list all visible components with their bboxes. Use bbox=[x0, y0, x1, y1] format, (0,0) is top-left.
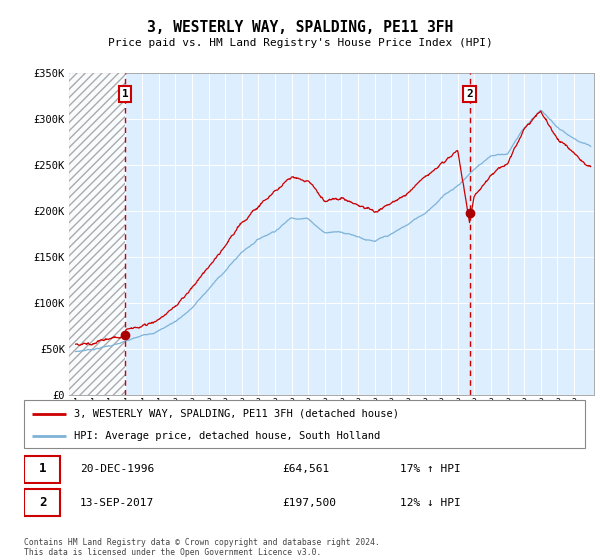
Text: Price paid vs. HM Land Registry's House Price Index (HPI): Price paid vs. HM Land Registry's House … bbox=[107, 38, 493, 48]
Text: 2: 2 bbox=[39, 496, 46, 509]
Bar bbox=[69, 73, 125, 395]
Text: 3, WESTERLY WAY, SPALDING, PE11 3FH: 3, WESTERLY WAY, SPALDING, PE11 3FH bbox=[147, 20, 453, 35]
Text: 1: 1 bbox=[122, 88, 128, 99]
Text: 13-SEP-2017: 13-SEP-2017 bbox=[80, 498, 154, 507]
FancyBboxPatch shape bbox=[24, 400, 585, 448]
Text: £64,561: £64,561 bbox=[282, 464, 329, 474]
Text: 12% ↓ HPI: 12% ↓ HPI bbox=[400, 498, 461, 507]
Bar bbox=[69, 73, 125, 395]
Text: 2: 2 bbox=[466, 88, 473, 99]
Text: 20-DEC-1996: 20-DEC-1996 bbox=[80, 464, 154, 474]
Text: 17% ↑ HPI: 17% ↑ HPI bbox=[400, 464, 461, 474]
FancyBboxPatch shape bbox=[24, 456, 61, 483]
Text: HPI: Average price, detached house, South Holland: HPI: Average price, detached house, Sout… bbox=[74, 431, 381, 441]
Text: 1: 1 bbox=[39, 463, 46, 475]
Text: £197,500: £197,500 bbox=[282, 498, 336, 507]
Text: Contains HM Land Registry data © Crown copyright and database right 2024.
This d: Contains HM Land Registry data © Crown c… bbox=[24, 538, 380, 557]
FancyBboxPatch shape bbox=[24, 489, 61, 516]
Text: 3, WESTERLY WAY, SPALDING, PE11 3FH (detached house): 3, WESTERLY WAY, SPALDING, PE11 3FH (det… bbox=[74, 409, 400, 419]
